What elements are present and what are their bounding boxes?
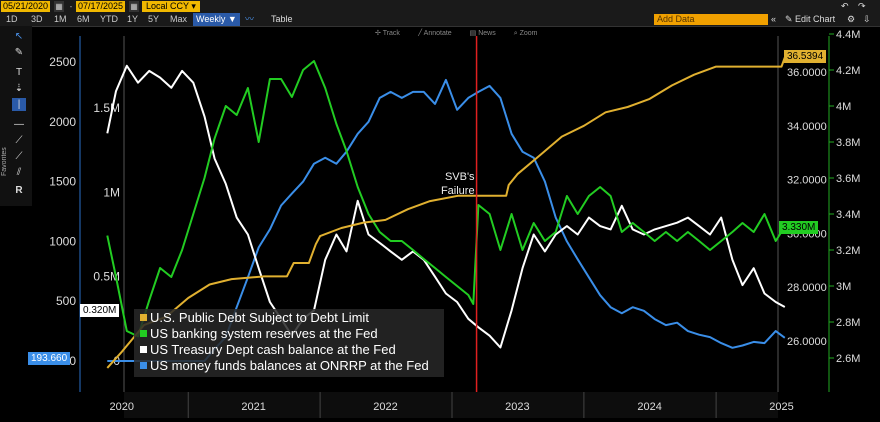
last-value-reserves: 3.330M <box>779 221 819 234</box>
right-tick-label-reserves: 4.2M <box>836 65 860 77</box>
period-1m[interactable]: 1M <box>54 14 67 24</box>
period-6m[interactable]: 6M <box>77 14 90 24</box>
x-tick-label: 2020 <box>110 401 134 413</box>
right-tick-label-reserves: 3.4M <box>836 209 860 221</box>
drawing-tools: ↖ ✎ T ⇣ | — ⟋ ⟋ ⫽ R Favorites <box>0 26 32 206</box>
legend-swatch <box>140 362 147 369</box>
pencil-icon[interactable]: ✎ <box>14 47 24 58</box>
right-tick-label-reserves: 3.8M <box>836 137 860 149</box>
legend-item-debt[interactable]: U.S. Public Debt Subject to Debt Limit <box>140 310 369 326</box>
left-tick-label-tga: 1.5M <box>93 101 120 115</box>
left-tick-label-onrrp: 1500 <box>49 175 76 189</box>
add-data-input[interactable]: Add Data <box>654 14 768 25</box>
x-axis-band <box>124 392 778 418</box>
last-value-tga: 0.320M <box>80 304 120 317</box>
left-tick-label-onrrp: 2000 <box>49 115 76 129</box>
calendar-icon[interactable]: ▦ <box>129 1 139 12</box>
right-tick-label-debt: 26.0000 <box>787 336 827 348</box>
vertical-line-icon[interactable]: | <box>12 98 26 111</box>
retracement-icon[interactable]: R <box>15 185 23 196</box>
right-tick-label-reserves: 2.8M <box>836 317 860 329</box>
currency-select[interactable]: Local CCY ▾ <box>142 1 200 12</box>
left-tick-label-onrrp: 1000 <box>49 234 76 248</box>
table-button[interactable]: Table <box>271 14 293 24</box>
line-chart-icon[interactable]: 〰 <box>245 14 255 24</box>
start-date-input[interactable]: 05/21/2020 <box>1 1 51 12</box>
right-tick-label-reserves: 3.6M <box>836 173 860 185</box>
left-tick-label-tga: 1M <box>103 185 120 199</box>
toolbar: 05/21/2020 ▦ - 07/17/2025 ▦ Local CCY ▾ … <box>0 0 880 27</box>
favorites-label: Favorites <box>1 147 8 176</box>
end-date-input[interactable]: 07/17/2025 <box>76 1 126 12</box>
legend-item-tga[interactable]: US Treasury Dept cash balance at the Fed <box>140 342 396 358</box>
legend-swatch <box>140 346 147 353</box>
x-tick-label: 2021 <box>241 401 265 413</box>
frequency-label: Weekly <box>196 14 226 24</box>
channel-icon[interactable]: ⫽ <box>16 167 22 178</box>
legend-swatch <box>140 314 147 321</box>
period-bar: 1D 3D 1M 6M YTD 1Y 5Y Max Weekly ▼ 〰 Tab… <box>0 13 880 26</box>
annotate-button[interactable]: ╱ Annotate <box>417 30 452 37</box>
news-button[interactable]: ▤ News <box>469 30 496 37</box>
legend-item-reserves[interactable]: US banking system reserves at the Fed <box>140 326 378 342</box>
series-line-tga <box>106 64 786 349</box>
right-tick-label-debt: 36.0000 <box>787 67 827 79</box>
gear-icon[interactable]: ⚙ <box>847 14 856 24</box>
left-tick-label-onrrp: 500 <box>56 294 76 308</box>
collapse-icon[interactable]: « <box>771 14 777 24</box>
download-icon[interactable]: ⇩ <box>863 14 871 24</box>
undo-icon[interactable]: ↶ <box>841 1 849 11</box>
track-button[interactable]: ✢ Track <box>375 30 400 37</box>
cursor-icon[interactable]: ↖ <box>14 31 24 42</box>
zoom-button[interactable]: ⌕ Zoom <box>513 30 538 37</box>
right-tick-label-debt: 32.0000 <box>787 175 827 187</box>
horizontal-line-icon[interactable]: — <box>14 119 24 130</box>
edit-chart-label: Edit Chart <box>795 14 836 24</box>
legend-item-onrrp[interactable]: US money funds balances at ONRRP at the … <box>140 358 429 374</box>
right-tick-label-reserves: 4M <box>836 101 851 113</box>
legend-swatch <box>140 330 147 337</box>
period-ytd[interactable]: YTD <box>100 14 118 24</box>
right-tick-label-reserves: 3.2M <box>836 245 860 257</box>
text-tool-icon[interactable]: T <box>15 67 23 78</box>
frequency-select[interactable]: Weekly ▼ <box>193 13 240 26</box>
last-value-debt: 36.5394 <box>784 50 827 63</box>
trend-line-icon[interactable]: ⟋ <box>15 135 23 146</box>
calendar-icon[interactable]: ▦ <box>54 1 64 12</box>
series-line-onrrp <box>107 78 786 362</box>
period-1d[interactable]: 1D <box>6 14 18 24</box>
series-line-debt <box>106 57 786 369</box>
chart-tools: ✢ Track ╱ Annotate ▤ News ⌕ Zoom <box>375 29 553 39</box>
ray-icon[interactable]: ⟋ <box>15 151 23 162</box>
left-tick-label-onrrp: 0 <box>69 354 76 368</box>
chart-legend: U.S. Public Debt Subject to Debt Limit U… <box>134 309 444 377</box>
period-1y[interactable]: 1Y <box>127 14 139 24</box>
series-line-reserves <box>106 60 786 338</box>
right-tick-label-debt: 34.0000 <box>787 121 827 133</box>
right-tick-label-reserves: 3M <box>836 281 851 293</box>
period-3d[interactable]: 3D <box>31 14 43 24</box>
left-tick-label-tga: 0.5M <box>93 270 120 284</box>
redo-icon[interactable]: ↷ <box>858 1 866 11</box>
right-tick-label-reserves: 4.4M <box>836 29 860 41</box>
left-tick-label-onrrp: 2500 <box>49 55 76 69</box>
period-5y[interactable]: 5Y <box>148 14 160 24</box>
currency-label: Local CCY <box>146 1 189 11</box>
marker-icon[interactable]: ⇣ <box>14 83 24 94</box>
x-tick-label: 2024 <box>637 401 661 413</box>
edit-chart-button[interactable]: ✎ Edit Chart <box>785 14 836 24</box>
x-tick-label: 2025 <box>769 401 793 413</box>
x-tick-label: 2023 <box>505 401 529 413</box>
right-tick-label-debt: 28.0000 <box>787 282 827 294</box>
last-value-onrrp: 193.660 <box>28 352 71 365</box>
svb-annotation: SVB's Failure <box>441 171 475 197</box>
right-tick-label-reserves: 2.6M <box>836 353 860 365</box>
x-tick-label: 2022 <box>373 401 397 413</box>
period-max[interactable]: Max <box>170 14 188 24</box>
